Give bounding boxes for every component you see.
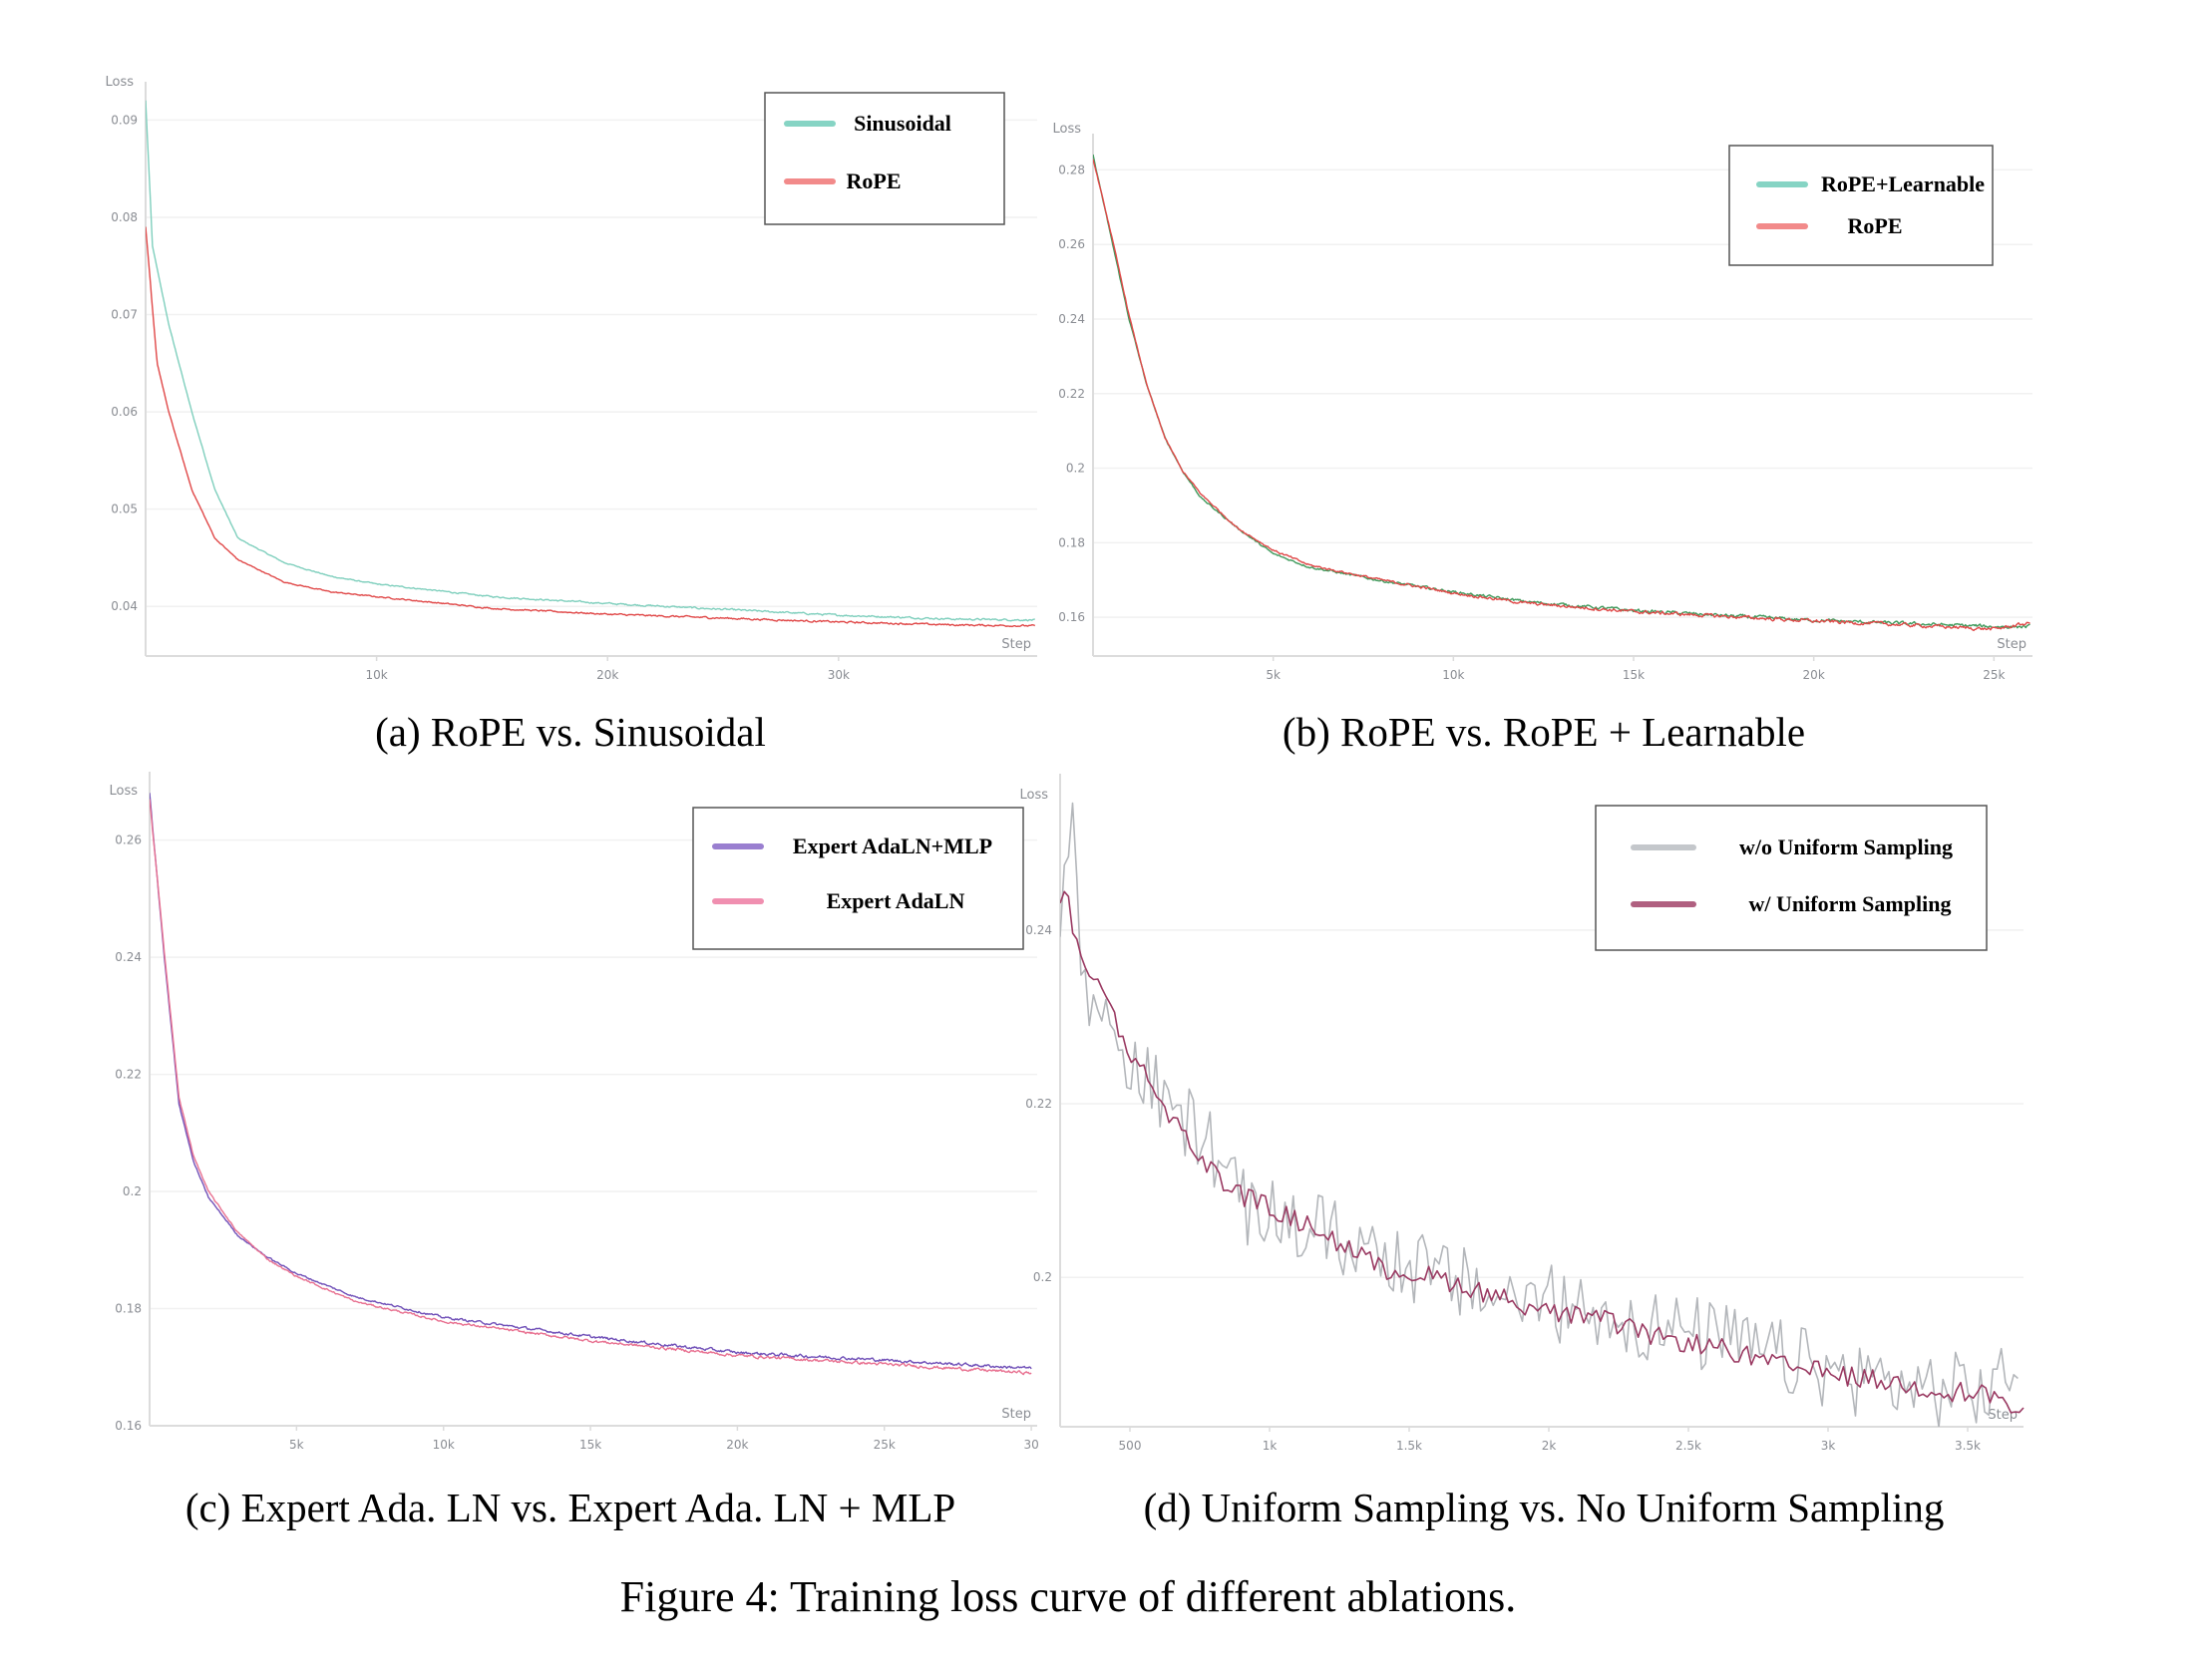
- legend: Expert AdaLN+MLP Expert AdaLN: [692, 807, 1024, 950]
- x-tick-label: 3.5k: [1955, 1439, 1981, 1453]
- chart-a-rope-vs-sinusoidal: 0.04 0.05 0.06 0.07 0.08 0.09 10k 20k 30k Loss Ste…: [105, 75, 1037, 682]
- x-tick-label: 5k: [289, 1438, 304, 1452]
- y-tick-label: 0.06: [111, 405, 138, 419]
- x-tick-label: 10k: [365, 668, 387, 682]
- series-line-sinusoidal: [146, 100, 1035, 622]
- chart-b-rope-vs-rope-learnable: 0.16 0.18 0.2 0.22 0.24 0.26 0.28 5k 10k 15k 20k 25…: [1052, 122, 2032, 682]
- x-tick-label: 5k: [1266, 668, 1281, 682]
- y-tick-label: 0.22: [1058, 387, 1085, 401]
- y-tick-label: 0.09: [111, 113, 138, 127]
- x-tick-label: 15k: [1623, 668, 1645, 682]
- chart-c-expert-adaln: 0.16 0.18 0.2 0.22 0.24 0.26 5k 10k 15k 20k 25k 30 L…: [109, 772, 1039, 1452]
- y-axis-label: Loss: [1019, 788, 1048, 803]
- x-tick-label: 25k: [874, 1438, 896, 1452]
- series-line-expert-adaln-mlp: [150, 793, 1032, 1370]
- x-tick-label: 10k: [433, 1438, 455, 1452]
- y-axis-label: Loss: [109, 784, 138, 799]
- figure-caption: Figure 4: Training loss curve of differe…: [620, 1572, 1517, 1621]
- x-tick-label: 10k: [1442, 668, 1464, 682]
- x-axis-label: Step: [1001, 1407, 1031, 1422]
- series-line-rope-learnable: [1093, 154, 2030, 629]
- y-tick-label: 0.08: [111, 210, 138, 224]
- legend-box: [764, 92, 1005, 225]
- x-tick-label: 20k: [596, 668, 618, 682]
- y-axis-label: Loss: [105, 75, 134, 90]
- x-tick-label: 20k: [1803, 668, 1825, 682]
- x-tick-label: 15k: [579, 1438, 601, 1452]
- legend-label: w/ Uniform Sampling: [1749, 891, 1952, 916]
- legend-label: RoPE: [847, 168, 902, 193]
- y-tick-label: 0.18: [1058, 535, 1085, 549]
- y-tick-label: 0.07: [111, 308, 138, 322]
- legend: RoPE+Learnable RoPE: [1728, 145, 1994, 266]
- series-line-w-o-uniform-sampling: [1060, 802, 2019, 1427]
- x-tick-label: 3k: [1821, 1439, 1836, 1453]
- legend: w/o Uniform Sampling w/ Uniform Sampling: [1595, 805, 1988, 951]
- legend-label: Expert AdaLN+MLP: [793, 834, 992, 858]
- y-tick-label: 0.2: [1066, 462, 1085, 476]
- x-tick-label: 1.5k: [1396, 1439, 1422, 1453]
- y-axis-label: Loss: [1052, 122, 1081, 137]
- y-tick-label: 0.16: [115, 1419, 142, 1433]
- y-tick-label: 0.16: [1058, 610, 1085, 624]
- x-tick-label: 500: [1119, 1439, 1142, 1453]
- legend-label: RoPE: [1848, 213, 1903, 238]
- x-axis-label: Step: [1997, 637, 2027, 652]
- x-tick-label: 25k: [1983, 668, 2005, 682]
- series-line-rope: [146, 226, 1036, 628]
- chart-d-uniform-sampling: 0.2 0.22 0.24 500 1k 1.5k 2k 2.5k 3k 3.5k Loss Step…: [1019, 774, 2025, 1453]
- x-axis-label: Step: [1001, 637, 1031, 652]
- x-tick-label: 2.5k: [1675, 1439, 1701, 1453]
- caption-c: (c) Expert Ada. LN vs. Expert Ada. LN + …: [185, 1485, 955, 1530]
- y-tick-label: 0.26: [115, 834, 142, 847]
- x-tick-label: 20k: [726, 1438, 748, 1452]
- y-tick-label: 0.22: [115, 1068, 142, 1082]
- y-tick-label: 0.18: [115, 1302, 142, 1316]
- y-tick-label: 0.05: [111, 502, 138, 516]
- y-tick-label: 0.04: [111, 599, 138, 613]
- y-tick-label: 0.28: [1058, 163, 1085, 176]
- x-tick-label: 30k: [828, 668, 850, 682]
- x-axis-label: Step: [1988, 1408, 2018, 1423]
- y-tick-label: 0.24: [1025, 923, 1052, 937]
- y-tick-label: 0.22: [1025, 1097, 1052, 1111]
- legend-box: [692, 807, 1024, 950]
- legend-label: Expert AdaLN: [827, 888, 965, 913]
- caption-d: (d) Uniform Sampling vs. No Uniform Samp…: [1144, 1485, 1945, 1530]
- y-tick-label: 0.2: [123, 1184, 142, 1198]
- x-tick-label: 30: [1023, 1438, 1038, 1452]
- legend: Sinusoidal RoPE: [764, 92, 1005, 225]
- x-tick-label: 2k: [1542, 1439, 1557, 1453]
- y-tick-label: 0.24: [115, 950, 142, 964]
- legend-label: w/o Uniform Sampling: [1739, 835, 1953, 859]
- y-tick-label: 0.26: [1058, 237, 1085, 251]
- series-line-expert-adaln: [150, 799, 1032, 1376]
- x-tick-label: 1k: [1263, 1439, 1278, 1453]
- y-tick-label: 0.24: [1058, 312, 1085, 326]
- legend-label: RoPE+Learnable: [1821, 171, 1985, 196]
- caption-b: (b) RoPE vs. RoPE + Learnable: [1283, 709, 1805, 755]
- caption-a: (a) RoPE vs. Sinusoidal: [375, 709, 766, 755]
- legend-box: [1728, 145, 1994, 266]
- legend-label: Sinusoidal: [854, 111, 951, 136]
- series-line-w-uniform-sampling: [1060, 890, 2025, 1414]
- y-tick-label: 0.2: [1033, 1270, 1052, 1284]
- series-line-rope: [1093, 159, 2030, 632]
- legend-box: [1595, 805, 1988, 951]
